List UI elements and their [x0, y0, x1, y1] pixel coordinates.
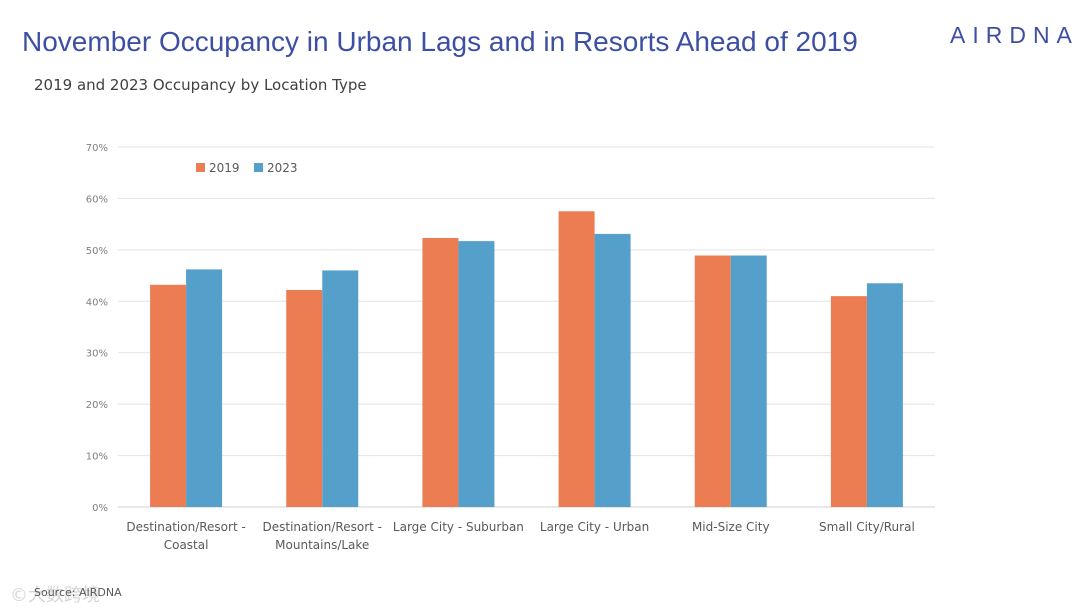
y-tick-label: 10%: [86, 452, 108, 463]
bar-2023-0: [186, 269, 223, 507]
y-tick-label: 70%: [86, 143, 108, 154]
bar-2023-1: [322, 270, 359, 507]
x-category-label: Mid-Size City: [692, 520, 770, 534]
legend-label-2019: 2019: [209, 161, 240, 175]
legend-swatch-2019: [196, 163, 205, 172]
y-tick-label: 50%: [86, 246, 108, 257]
bar-2019-5: [830, 296, 867, 507]
x-category-label: Destination/Resort -: [263, 520, 382, 534]
x-category-label: Coastal: [164, 538, 209, 552]
legend-label-2023: 2023: [267, 161, 298, 175]
y-tick-label: 60%: [86, 194, 108, 205]
x-category-label: Small City/Rural: [819, 520, 915, 534]
watermark: ©大数跨境: [10, 585, 100, 606]
x-category-label: Large City - Urban: [540, 520, 649, 534]
bar-2019-3: [558, 211, 595, 508]
y-tick-label: 20%: [86, 400, 108, 411]
y-tick-label: 0%: [92, 503, 108, 514]
bar-2019-2: [422, 238, 459, 507]
x-category-label: Destination/Resort -: [126, 520, 245, 534]
chart-subtitle: 2019 and 2023 Occupancy by Location Type: [34, 76, 367, 94]
x-category-label: Large City - Suburban: [393, 520, 524, 534]
legend-swatch-2023: [254, 163, 263, 172]
bar-2023-4: [730, 255, 767, 507]
y-tick-label: 30%: [86, 349, 108, 360]
bar-2019-4: [694, 255, 731, 507]
page-title: November Occupancy in Urban Lags and in …: [22, 26, 858, 57]
bar-2023-3: [594, 233, 631, 507]
source-note: Source: AIRDNA: [34, 586, 122, 599]
bar-2023-2: [458, 241, 495, 507]
y-tick-label: 40%: [86, 297, 108, 308]
bar-2023-5: [866, 283, 903, 507]
brand-logo: AIRDNA: [950, 22, 1079, 48]
bar-2019-1: [286, 289, 323, 507]
x-category-label: Mountains/Lake: [275, 538, 369, 552]
bar-2019-0: [150, 284, 187, 507]
